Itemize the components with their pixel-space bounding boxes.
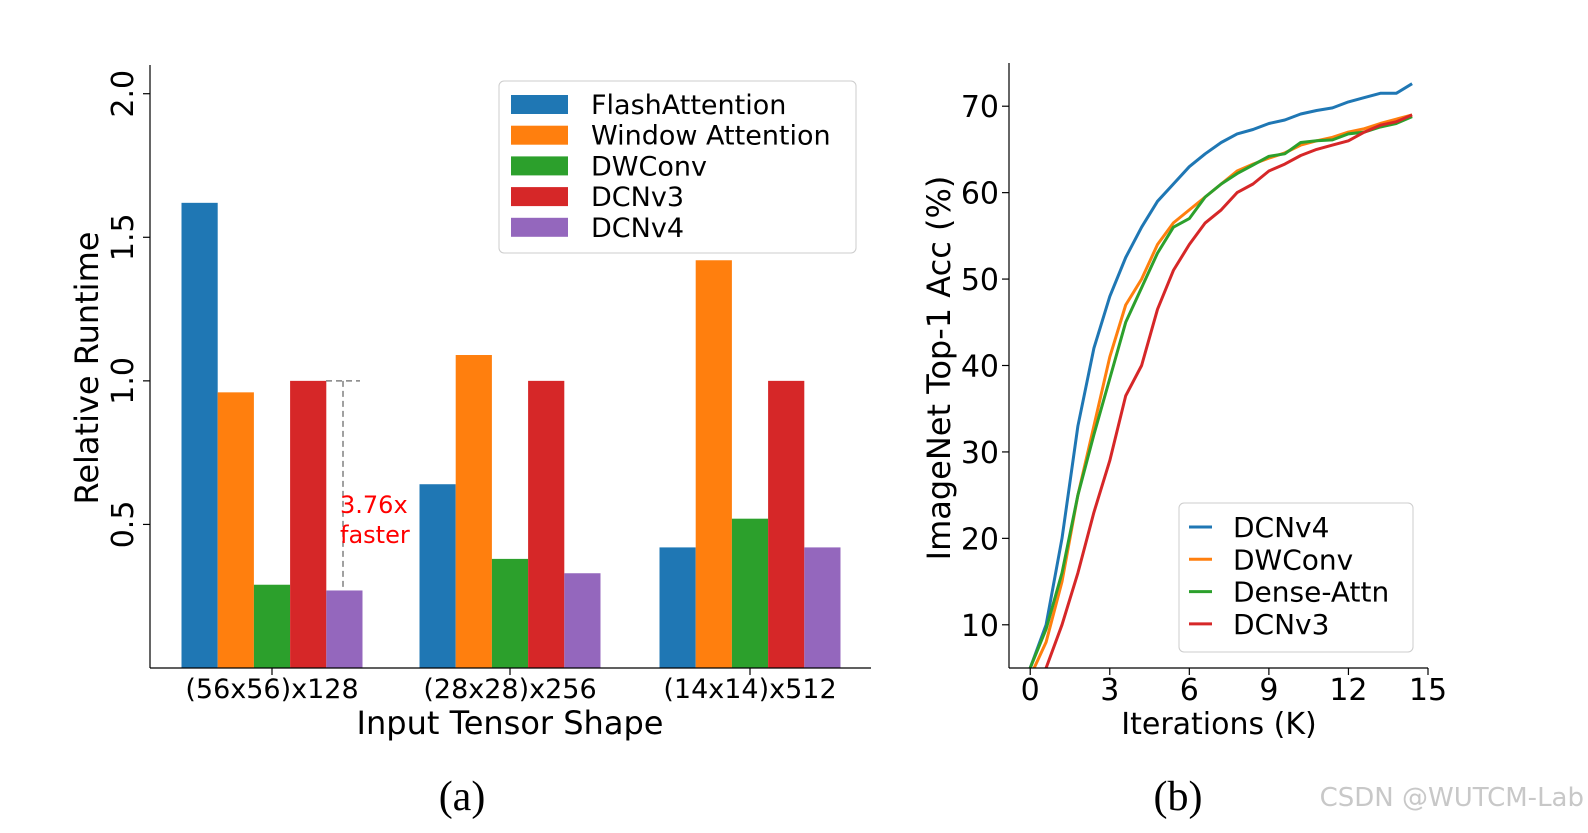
legend-swatch — [511, 95, 568, 114]
chart-b-x-ticks: 0 3 6 9 12 15 — [1021, 668, 1447, 708]
chart-b-x-axis-label: Iterations (K) — [1121, 707, 1317, 742]
legend-label: Window Attention — [591, 121, 831, 152]
bar-flashattention-1 — [419, 484, 456, 668]
chart-a-y-axis-label: Relative Runtime — [68, 232, 106, 505]
legend-label: DCNv3 — [591, 182, 684, 213]
y-tick-label: 0.5 — [106, 501, 141, 549]
y-tick-label: 60 — [961, 177, 999, 212]
y-tick-label: 70 — [961, 90, 999, 125]
legend-label: DCNv3 — [1233, 608, 1329, 641]
chart-a-legend-frame — [498, 80, 857, 254]
line-dcnv3 — [1044, 113, 1413, 668]
legend-swatch — [511, 217, 568, 237]
chart-a-relative-runtime: 0.5 1.0 1.5 2.0 (56x56)x128 (28x28)x256 (14x1… — [68, 65, 871, 820]
x-tick-label: 3 — [1100, 673, 1119, 708]
x-tick-label: 12 — [1329, 673, 1367, 708]
watermark: CSDN @WUTCM-Lab — [1320, 783, 1584, 813]
legend-label: Dense-Attn — [1233, 576, 1389, 609]
y-tick-label: 10 — [961, 609, 999, 644]
chart-a-caption: (a) — [439, 774, 486, 820]
line-dcnv4 — [1028, 82, 1413, 668]
x-tick-label: 6 — [1180, 673, 1199, 708]
x-tick-label: (56x56)x128 — [185, 674, 358, 705]
bar-dcnv3-0 — [290, 380, 327, 668]
chart-a-x-ticks: (56x56)x128 (28x28)x256 (14x14)x512 — [185, 668, 837, 705]
bar-window-attention-2 — [695, 260, 732, 668]
chart-b-y-ticks: 10 20 30 40 50 60 70 — [961, 90, 1009, 644]
y-tick-label: 50 — [961, 263, 999, 298]
annotation-text-line1: 3.76x — [340, 491, 408, 519]
bar-window-attention-0 — [217, 392, 254, 668]
y-tick-label: 40 — [961, 350, 999, 385]
chart-b-imagenet-accuracy: 10 20 30 40 50 60 70 0 3 6 9 12 15 ImageNet Top-1 A… — [920, 63, 1447, 820]
bar-flashattention-0 — [181, 202, 218, 669]
legend-label: DWConv — [591, 151, 707, 182]
y-tick-label: 20 — [961, 522, 999, 557]
legend-swatch — [511, 125, 568, 145]
x-tick-label: 0 — [1021, 673, 1040, 708]
chart-b-y-axis-label: ImageNet Top-1 Acc (%) — [920, 176, 958, 561]
x-tick-label: 15 — [1409, 673, 1447, 708]
annotation-text-line2: faster — [340, 521, 410, 549]
bar-dwconv-0 — [253, 584, 291, 668]
legend-label: FlashAttention — [591, 90, 786, 121]
bar-dcnv3-2 — [768, 380, 805, 668]
chart-b-legend-frame — [1178, 502, 1414, 653]
bar-window-attention-1 — [455, 355, 492, 668]
legend-label: DCNv4 — [591, 213, 684, 244]
bar-dcnv3-1 — [528, 380, 565, 668]
x-tick-label: (14x14)x512 — [663, 674, 836, 705]
x-tick-label: 9 — [1259, 673, 1278, 708]
bar-dwconv-1 — [491, 558, 529, 668]
legend-label: DCNv4 — [1233, 511, 1329, 544]
y-tick-label: 2.0 — [106, 70, 141, 118]
chart-a-speedup-annotation: 3.76x faster — [326, 380, 410, 591]
line-dense-attn — [1028, 115, 1413, 668]
bar-dcnv4-0 — [326, 590, 363, 668]
legend-swatch — [511, 187, 568, 207]
legend-swatch — [511, 156, 568, 176]
x-tick-label: (28x28)x256 — [423, 674, 596, 705]
legend-label: DWConv — [1233, 543, 1353, 576]
chart-a-x-axis-label: Input Tensor Shape — [357, 704, 664, 742]
y-tick-label: 1.0 — [106, 357, 141, 405]
bar-dwconv-2 — [731, 518, 769, 668]
bar-dcnv4-1 — [564, 573, 601, 668]
y-tick-label: 30 — [961, 436, 999, 471]
chart-b-lines — [1028, 82, 1413, 668]
chart-a-bars — [181, 202, 841, 669]
bar-dcnv4-2 — [804, 547, 841, 668]
chart-a-y-ticks: 0.5 1.0 1.5 2.0 — [106, 70, 150, 548]
chart-b-caption: (b) — [1154, 774, 1203, 820]
y-tick-label: 1.5 — [106, 213, 141, 261]
bar-flashattention-2 — [659, 547, 696, 668]
